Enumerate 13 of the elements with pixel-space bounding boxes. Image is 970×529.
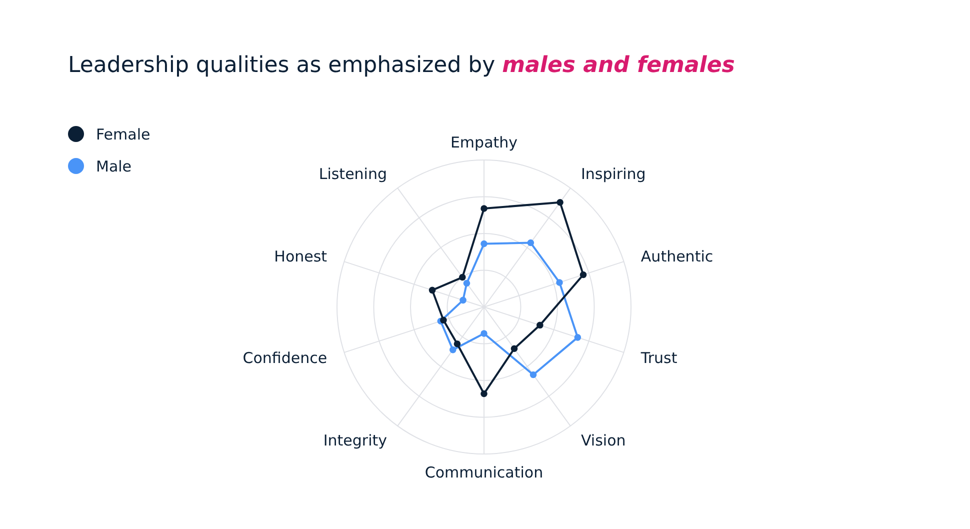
- spoke-label: Confidence: [242, 349, 328, 368]
- legend-label: Female: [96, 125, 150, 144]
- spoke-label: Listening: [318, 164, 388, 183]
- spoke-label: Authentic: [640, 247, 714, 266]
- spoke-label: Integrity: [323, 432, 388, 450]
- legend-label: Male: [96, 157, 132, 176]
- spoke-label: Inspiring: [580, 164, 646, 183]
- spoke-label: Vision: [580, 432, 626, 450]
- spoke-label: Trust: [640, 349, 678, 368]
- chart-title: Leadership qualities as emphasized by males and females: [68, 53, 735, 78]
- spoke-label: Communication: [424, 463, 544, 482]
- spoke-label: Honest: [274, 247, 328, 266]
- spoke-label: Empathy: [450, 133, 518, 152]
